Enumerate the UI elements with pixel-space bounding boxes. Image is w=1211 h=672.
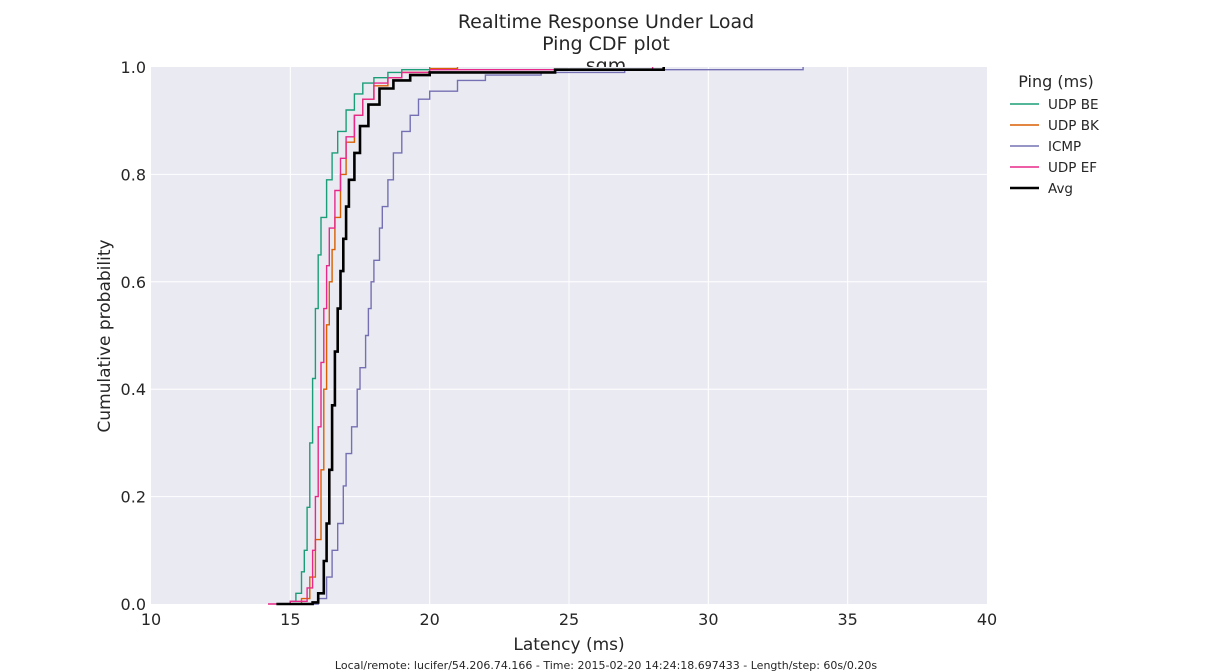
legend-label: Avg [1048,181,1073,197]
legend: Ping (ms) UDP BE UDP BK ICMP UDP EF Avg [1010,72,1100,197]
series-line-avg [276,67,665,606]
title-line: Realtime Response Under Load [458,11,754,33]
y-tick-label: 0.2 [121,488,146,507]
y-tick-label: 0.8 [121,165,146,184]
x-tick-label: 25 [559,610,579,629]
x-tick-label: 20 [419,610,439,629]
legend-label: UDP BE [1048,97,1099,113]
y-tick-label: 0.6 [121,273,146,292]
y-axis-ticks: 0.0 0.2 0.4 0.6 0.8 1.0 [121,58,146,614]
x-axis-label: Latency (ms) [513,635,624,655]
x-tick-label: 35 [837,610,857,629]
legend-label: UDP EF [1048,160,1097,176]
legend-item: UDP BE [1010,97,1099,113]
x-tick-label: 40 [977,610,997,629]
legend-item: ICMP [1010,139,1081,155]
legend-label: ICMP [1048,139,1081,155]
x-tick-label: 30 [698,610,718,629]
legend-item: UDP EF [1010,160,1097,176]
x-tick-label: 10 [141,610,161,629]
title-line: Ping CDF plot [542,33,670,55]
legend-label: UDP BK [1048,118,1100,134]
legend-item: Avg [1010,181,1073,197]
y-tick-label: 0.4 [121,380,146,399]
series-line-udp-ef [268,67,654,605]
footer-info: Local/remote: lucifer/54.206.74.166 - Ti… [335,659,877,672]
series-line-udp-be [279,67,431,605]
legend-title: Ping (ms) [1018,72,1094,91]
series-line-icmp [298,67,804,605]
grid-lines [151,67,987,604]
y-tick-label: 1.0 [121,58,146,77]
x-tick-label: 15 [280,610,300,629]
y-axis-label: Cumulative probability [95,239,115,432]
legend-item: UDP BK [1010,118,1100,134]
y-tick-label: 0.0 [121,595,146,614]
x-axis-ticks: 10 15 20 25 30 35 40 [141,610,997,629]
series-lines [268,67,804,606]
